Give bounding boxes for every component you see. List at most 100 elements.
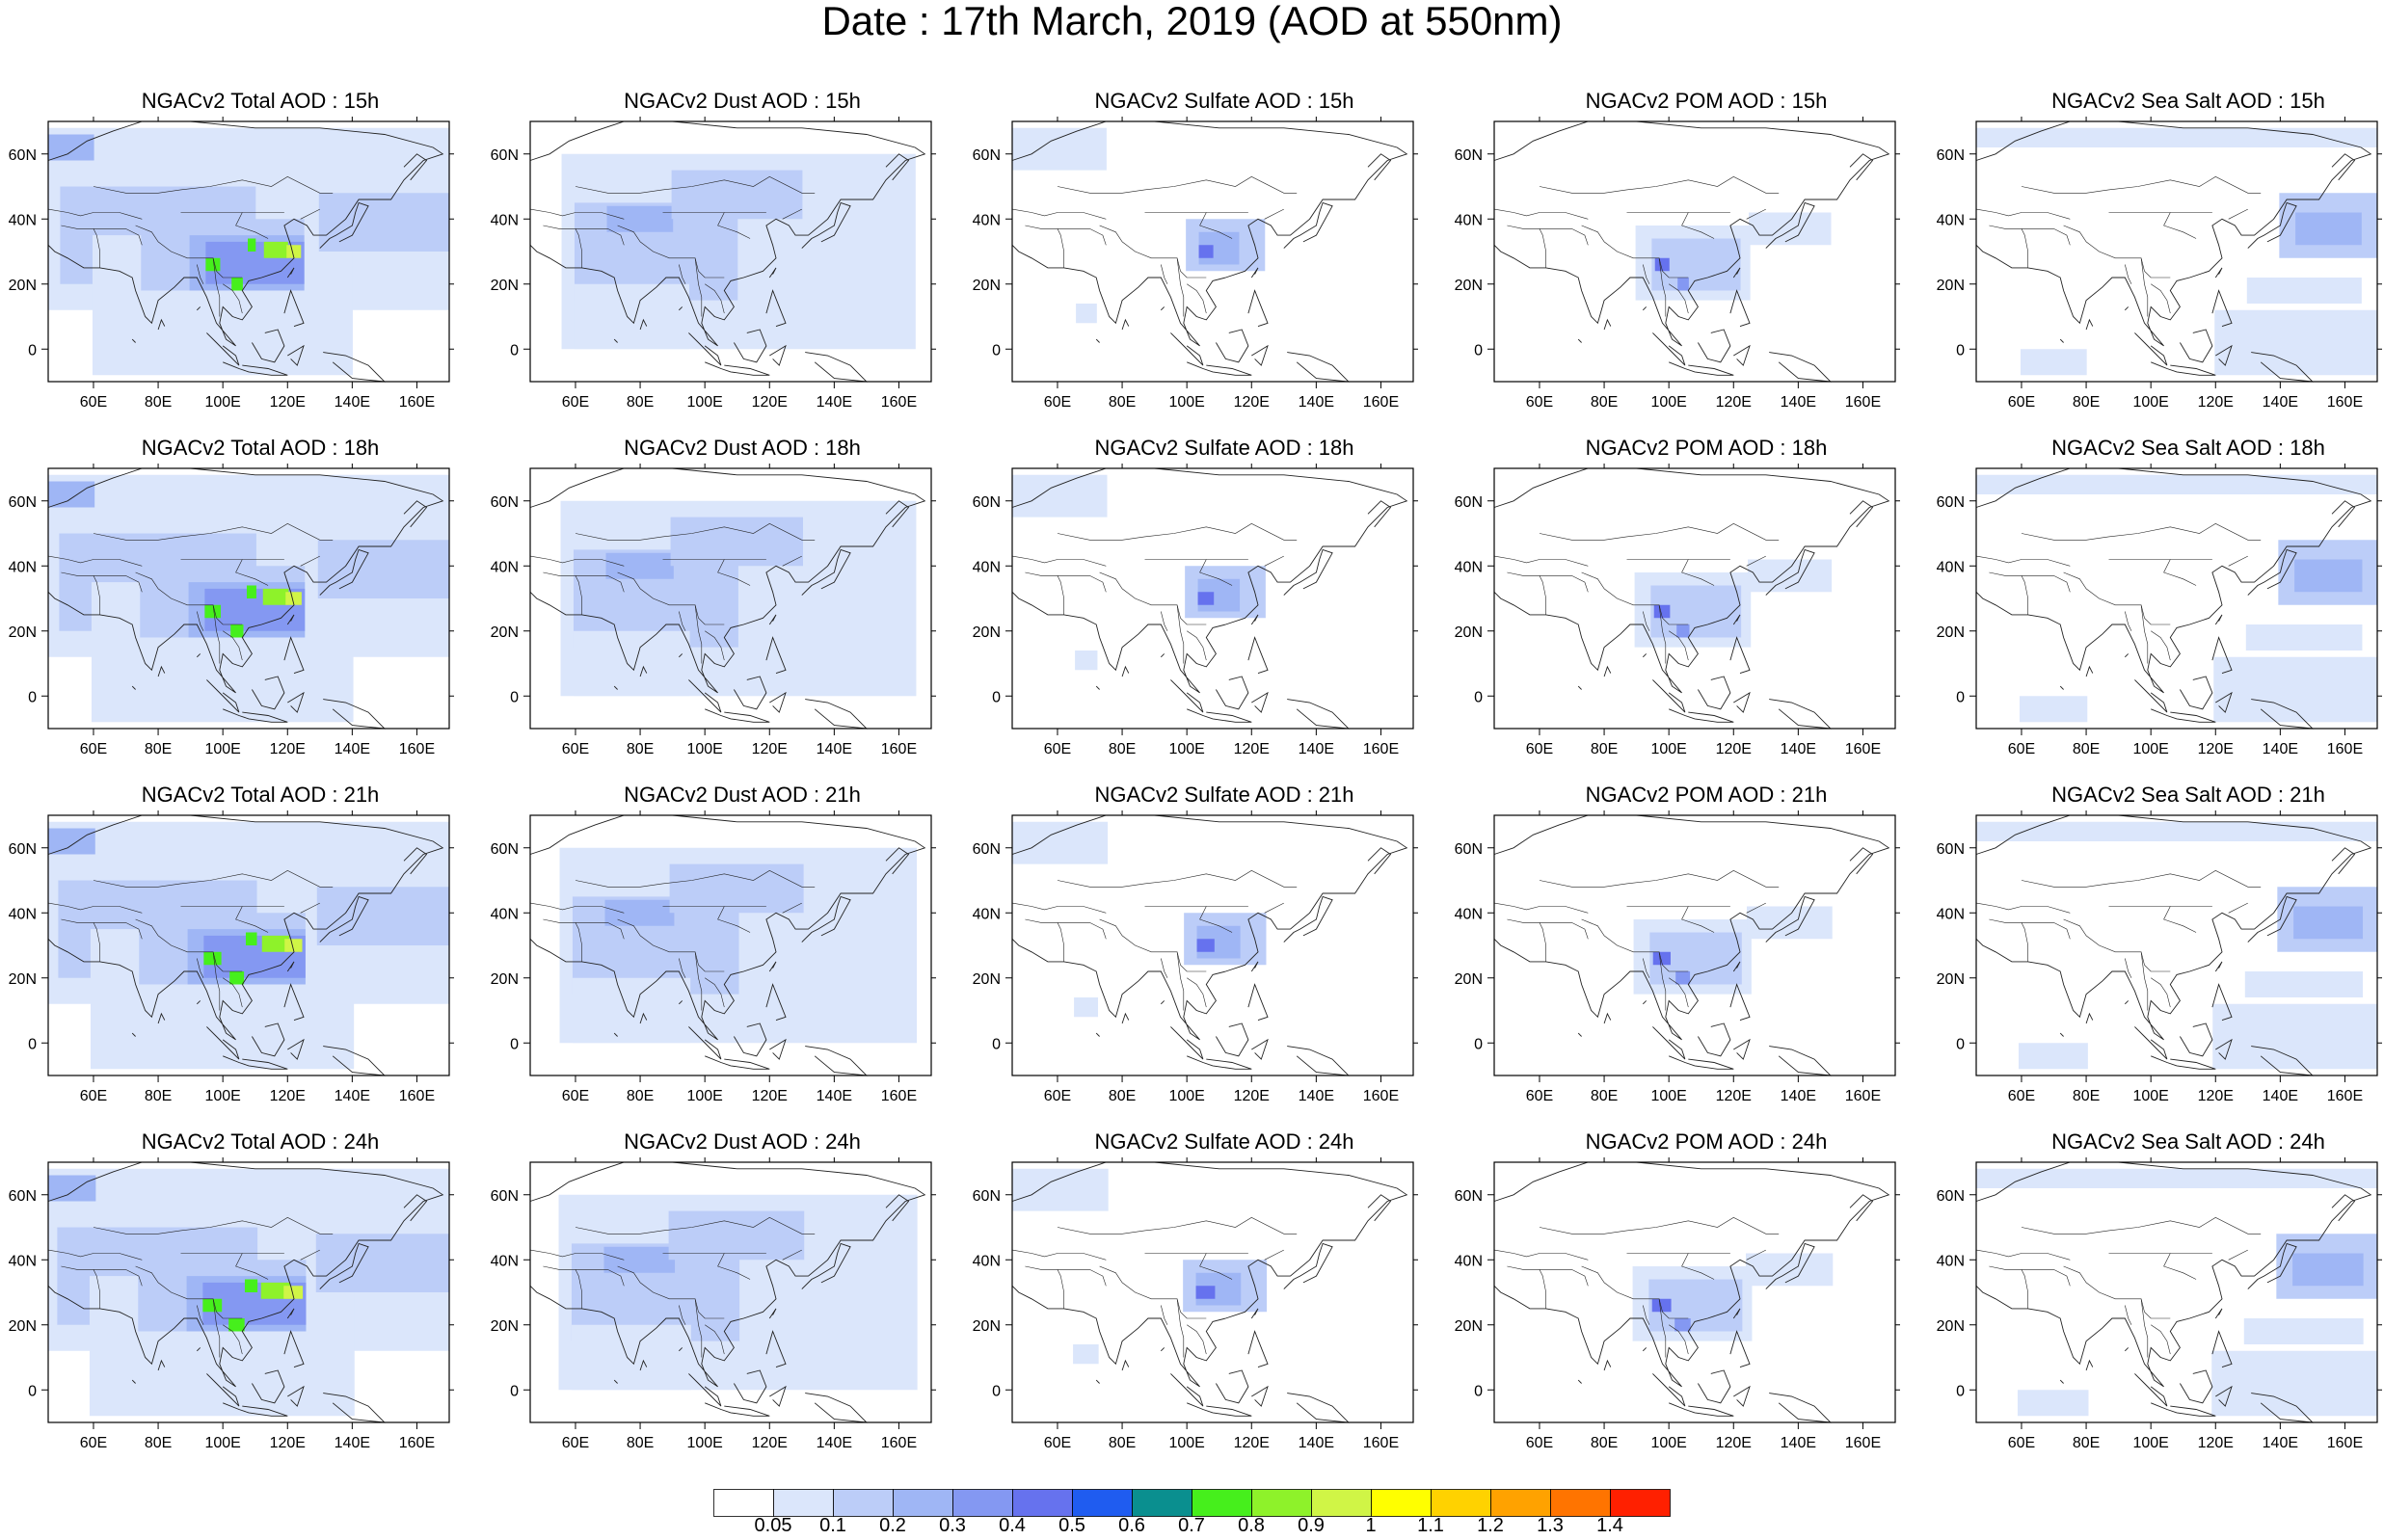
coastline bbox=[47, 467, 444, 694]
coastline bbox=[319, 895, 369, 943]
country-border bbox=[1539, 1269, 1547, 1309]
x-tick-label: 60E bbox=[1526, 1088, 1553, 1104]
country-border bbox=[235, 906, 269, 933]
coastline bbox=[1669, 1402, 1734, 1417]
y-tick-label: 60N bbox=[1937, 147, 1965, 164]
aod-field bbox=[48, 474, 449, 723]
coastline bbox=[1975, 120, 2372, 347]
coastline bbox=[1367, 500, 1392, 528]
aod-level-region bbox=[2292, 1253, 2364, 1287]
country-border bbox=[1681, 212, 1715, 239]
country-border bbox=[197, 611, 204, 631]
y-tick-label: 40N bbox=[491, 1253, 519, 1269]
aod-level-region bbox=[48, 481, 95, 508]
coastline bbox=[2247, 548, 2297, 596]
panel-title: NGACv2 Dust AOD : 24h bbox=[624, 1129, 861, 1154]
y-tick-label: 60N bbox=[1455, 147, 1483, 164]
country-border bbox=[1099, 918, 1207, 972]
aod-level-region bbox=[1677, 278, 1689, 291]
country-border bbox=[1658, 1298, 1667, 1358]
x-tick-label: 100E bbox=[204, 741, 240, 757]
country-border bbox=[223, 283, 243, 314]
map-panel-sulfate-15h: NGACv2 Sulfate AOD : 15h 60E 80E 100E 120E 14… bbox=[973, 89, 1494, 426]
coastline bbox=[1493, 814, 1890, 1041]
coastline bbox=[1095, 1379, 1100, 1384]
y-tick-label: 60N bbox=[491, 494, 519, 511]
x-tick-label: 140E bbox=[817, 394, 852, 411]
x-tick-label: 60E bbox=[562, 394, 589, 411]
country-border bbox=[1975, 555, 2071, 567]
x-tick-label: 80E bbox=[2073, 1088, 2100, 1104]
x-tick-label: 100E bbox=[1650, 394, 1686, 411]
coastline bbox=[157, 665, 166, 677]
aod-level-region bbox=[2246, 278, 2362, 304]
coastline bbox=[678, 1347, 683, 1352]
country-border bbox=[93, 1269, 101, 1309]
country-border bbox=[1581, 918, 1689, 972]
coastline bbox=[2134, 679, 2168, 713]
coastline bbox=[1287, 352, 1351, 383]
x-tick-label: 60E bbox=[562, 741, 589, 757]
coastline bbox=[1652, 332, 1686, 366]
aod-level-region bbox=[2245, 624, 2363, 651]
x-tick-label: 100E bbox=[2132, 1435, 2168, 1451]
country-border bbox=[2063, 1265, 2171, 1319]
x-tick-label: 160E bbox=[399, 394, 435, 411]
x-tick-label: 80E bbox=[2073, 394, 2100, 411]
country-border bbox=[1539, 922, 1547, 962]
y-tick-label: 60N bbox=[1455, 841, 1483, 858]
colorbar-label: 1.4 bbox=[1596, 1515, 1623, 1536]
coastline bbox=[1765, 895, 1815, 943]
aod-level-region bbox=[263, 241, 288, 258]
coastline bbox=[1251, 691, 1269, 713]
aod-level-region bbox=[261, 935, 290, 952]
coastline bbox=[287, 1385, 305, 1407]
country-border bbox=[679, 264, 686, 284]
country-border bbox=[1989, 571, 2071, 593]
country-border bbox=[1989, 918, 2071, 940]
y-tick-label: 0 bbox=[510, 342, 519, 358]
country-border bbox=[93, 176, 334, 194]
y-tick-label: 60N bbox=[9, 841, 37, 858]
colorbar-label: 1.3 bbox=[1537, 1515, 1564, 1536]
country-border bbox=[2228, 902, 2248, 914]
colorbar-swatch bbox=[1490, 1489, 1551, 1517]
y-tick-label: 20N bbox=[9, 624, 37, 641]
aod-field bbox=[48, 127, 449, 376]
aod-level-region bbox=[1653, 604, 1671, 619]
aod-level-region bbox=[2293, 906, 2364, 940]
coastline bbox=[206, 332, 240, 366]
y-tick-label: 20N bbox=[491, 278, 519, 294]
map-panel-sulfate-24h: NGACv2 Sulfate AOD : 24h 60E 80E 100E 120E 14… bbox=[973, 1129, 1494, 1467]
coastlines bbox=[529, 467, 926, 730]
coastlines bbox=[1975, 467, 2372, 730]
coastline bbox=[286, 614, 295, 625]
coastline bbox=[1698, 329, 1731, 363]
x-tick-label: 160E bbox=[1845, 394, 1881, 411]
country-border bbox=[61, 571, 143, 593]
aod-level-region bbox=[2214, 309, 2377, 376]
coastline bbox=[47, 1161, 444, 1388]
country-border bbox=[575, 575, 583, 615]
country-border bbox=[575, 228, 583, 268]
country-border bbox=[1539, 228, 1547, 268]
country-border bbox=[1643, 611, 1650, 631]
aod-level-region bbox=[574, 283, 689, 350]
country-border bbox=[2063, 918, 2171, 972]
country-border bbox=[575, 922, 583, 962]
country-border bbox=[1507, 1265, 1589, 1287]
colorbar-label: 1.1 bbox=[1417, 1515, 1444, 1536]
x-tick-label: 120E bbox=[1234, 1088, 1270, 1104]
coastline bbox=[1095, 1032, 1100, 1037]
coastlines bbox=[1011, 467, 1408, 730]
aod-level-region bbox=[1195, 1286, 1216, 1299]
coastline bbox=[2059, 338, 2064, 343]
coastline bbox=[1367, 153, 1392, 181]
aod-level-region bbox=[2212, 1003, 2377, 1070]
country-border bbox=[1057, 870, 1298, 888]
coastline bbox=[1170, 332, 1204, 366]
coastline bbox=[2059, 685, 2064, 690]
x-tick-label: 80E bbox=[145, 1435, 172, 1451]
aod-level-region bbox=[247, 238, 256, 252]
y-tick-label: 40N bbox=[1455, 212, 1483, 228]
